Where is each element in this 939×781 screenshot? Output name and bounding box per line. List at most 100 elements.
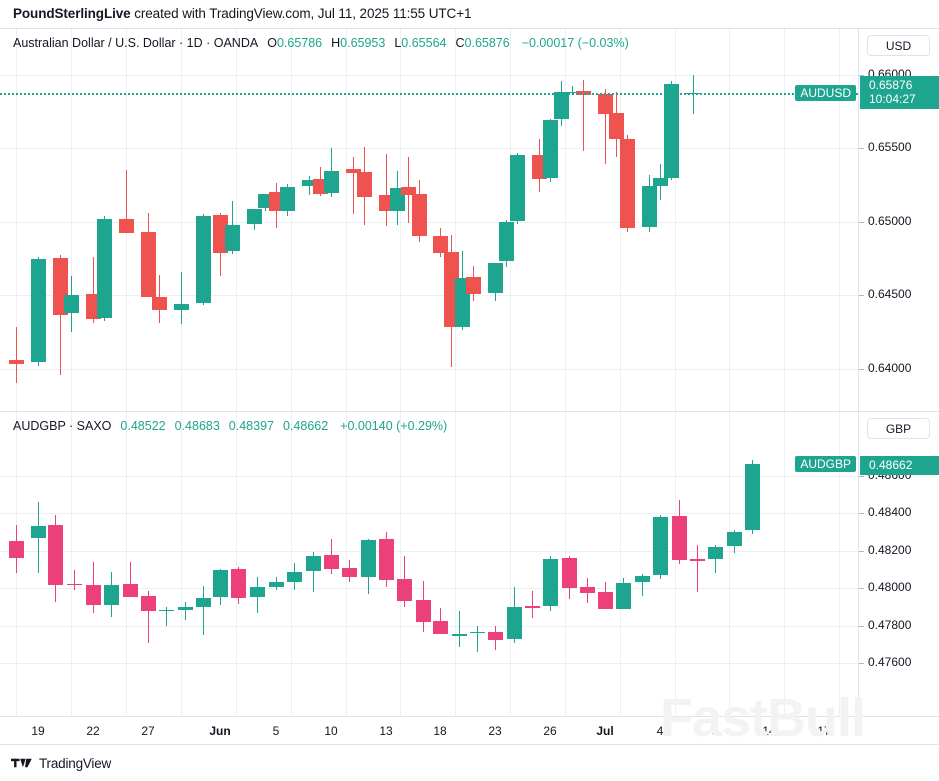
candle-body[interactable] <box>66 583 82 586</box>
grid-line-vertical <box>16 29 17 411</box>
candle-body[interactable] <box>195 215 211 304</box>
candle-body[interactable] <box>564 91 580 94</box>
candle-body[interactable] <box>151 296 167 310</box>
candle-body[interactable] <box>432 235 448 253</box>
candle-wick <box>696 545 698 593</box>
candle-body[interactable] <box>400 187 416 196</box>
candle-body[interactable] <box>498 221 514 262</box>
candle-body[interactable] <box>542 120 558 178</box>
last-price-badge[interactable]: 0.48662 <box>860 455 939 475</box>
candle-body[interactable] <box>63 295 79 313</box>
candle-body[interactable] <box>415 599 431 623</box>
candle-body[interactable] <box>268 581 284 587</box>
candle-body[interactable] <box>524 606 540 608</box>
candle-body[interactable] <box>553 92 569 120</box>
candle-body[interactable] <box>652 517 668 576</box>
candle-body[interactable] <box>487 631 503 640</box>
candle-body[interactable] <box>671 516 687 561</box>
candle-body[interactable] <box>396 579 412 601</box>
candle-body[interactable] <box>615 582 631 610</box>
candle-body[interactable] <box>561 558 577 589</box>
candle-body[interactable] <box>279 187 295 211</box>
candle-body[interactable] <box>301 179 317 187</box>
candle-body[interactable] <box>30 259 46 363</box>
candle-body[interactable] <box>432 621 448 635</box>
grid-line-vertical <box>839 29 840 411</box>
candle-body[interactable] <box>579 587 595 594</box>
time-axis[interactable]: 19 22 27 Jun 5 10 13 18 23 26 Jul 4 9 14 17 <box>0 716 939 745</box>
candle-wick <box>458 610 460 647</box>
candle-body[interactable] <box>451 634 467 636</box>
candle-body[interactable] <box>469 631 485 634</box>
candle-body[interactable] <box>195 597 211 608</box>
time-axis-label: 10 <box>324 724 338 738</box>
candle-body[interactable] <box>173 303 189 310</box>
candle-body[interactable] <box>177 607 193 610</box>
attribution-bar: PoundSterlingLive created with TradingVi… <box>0 0 939 28</box>
candle-body[interactable] <box>744 464 760 531</box>
candle-body[interactable] <box>305 555 321 572</box>
grid-line-horizontal <box>0 75 858 76</box>
candle-body[interactable] <box>634 576 650 582</box>
candle-body[interactable] <box>356 172 372 197</box>
candle-body[interactable] <box>286 571 302 582</box>
candle-body[interactable] <box>212 569 228 597</box>
candle-body[interactable] <box>597 592 613 610</box>
candle-body[interactable] <box>212 215 228 253</box>
candle-body[interactable] <box>608 112 624 140</box>
candle-body[interactable] <box>509 155 525 221</box>
candle-body[interactable] <box>140 595 156 611</box>
candle-body[interactable] <box>140 231 156 297</box>
candle-body[interactable] <box>345 169 361 174</box>
last-price-badge[interactable]: 0.65876 10:04:27 <box>860 76 939 109</box>
candle-body[interactable] <box>641 186 657 227</box>
pane-audgbp[interactable]: AUDGBP GBP 0.48600 0.48400 0.48200 0.48000 0… <box>0 411 939 717</box>
candle-body[interactable] <box>597 94 613 115</box>
legend-symbol-audgbp[interactable]: AUDGBP · SAXO <box>13 419 112 433</box>
candle-body[interactable] <box>378 538 394 580</box>
candle-body[interactable] <box>8 541 24 559</box>
grid-line-vertical <box>620 412 621 717</box>
candle-body[interactable] <box>506 607 522 640</box>
candle-body[interactable] <box>411 194 427 237</box>
candle-body[interactable] <box>465 276 481 294</box>
candle-body[interactable] <box>85 584 101 606</box>
candle-body[interactable] <box>103 584 119 606</box>
candle-body[interactable] <box>224 225 240 252</box>
candle-body[interactable] <box>230 568 246 598</box>
candle-body[interactable] <box>726 532 742 547</box>
legend-symbol-audusd[interactable]: Australian Dollar / U.S. Dollar · 1D · O… <box>13 36 259 50</box>
plot-area-audusd[interactable]: AUDUSD <box>0 29 858 411</box>
candle-body[interactable] <box>158 609 174 612</box>
candle-body[interactable] <box>249 587 265 597</box>
candle-body[interactable] <box>246 209 262 224</box>
candle-body[interactable] <box>360 539 376 578</box>
candle-wick <box>531 591 533 619</box>
candle-body[interactable] <box>487 262 503 293</box>
candle-body[interactable] <box>341 567 357 578</box>
candle-body[interactable] <box>619 138 635 228</box>
candle-body[interactable] <box>652 178 668 186</box>
price-axis-audgbp[interactable]: GBP 0.48600 0.48400 0.48200 0.48000 0.47800 0… <box>858 412 939 717</box>
series-tag-audusd[interactable]: AUDUSD <box>795 85 856 101</box>
candle-body[interactable] <box>122 583 138 597</box>
candle-body[interactable] <box>47 524 63 585</box>
candle-body[interactable] <box>8 359 24 364</box>
plot-area-audgbp[interactable]: AUDGBP <box>0 412 858 717</box>
candle-body[interactable] <box>663 84 679 178</box>
candle-body[interactable] <box>542 559 558 607</box>
candle-body[interactable] <box>323 170 339 193</box>
candle-body[interactable] <box>96 218 112 318</box>
candle-body[interactable] <box>30 526 46 538</box>
series-tag-audgbp[interactable]: AUDGBP <box>795 456 856 472</box>
candle-body[interactable] <box>707 547 723 560</box>
grid-line-horizontal <box>0 295 858 296</box>
candle-body[interactable] <box>689 559 705 561</box>
grid-line-vertical <box>71 412 72 717</box>
candle-wick <box>129 562 131 596</box>
pane-audusd[interactable]: AUDUSD USD 0.66000 0.65500 0.65000 0.64500 0… <box>0 29 939 411</box>
price-axis-audusd[interactable]: USD 0.66000 0.65500 0.65000 0.64500 0.64000 0… <box>858 29 939 411</box>
candle-body[interactable] <box>323 554 339 569</box>
candle-body[interactable] <box>118 218 134 233</box>
grid-line-vertical <box>729 412 730 717</box>
